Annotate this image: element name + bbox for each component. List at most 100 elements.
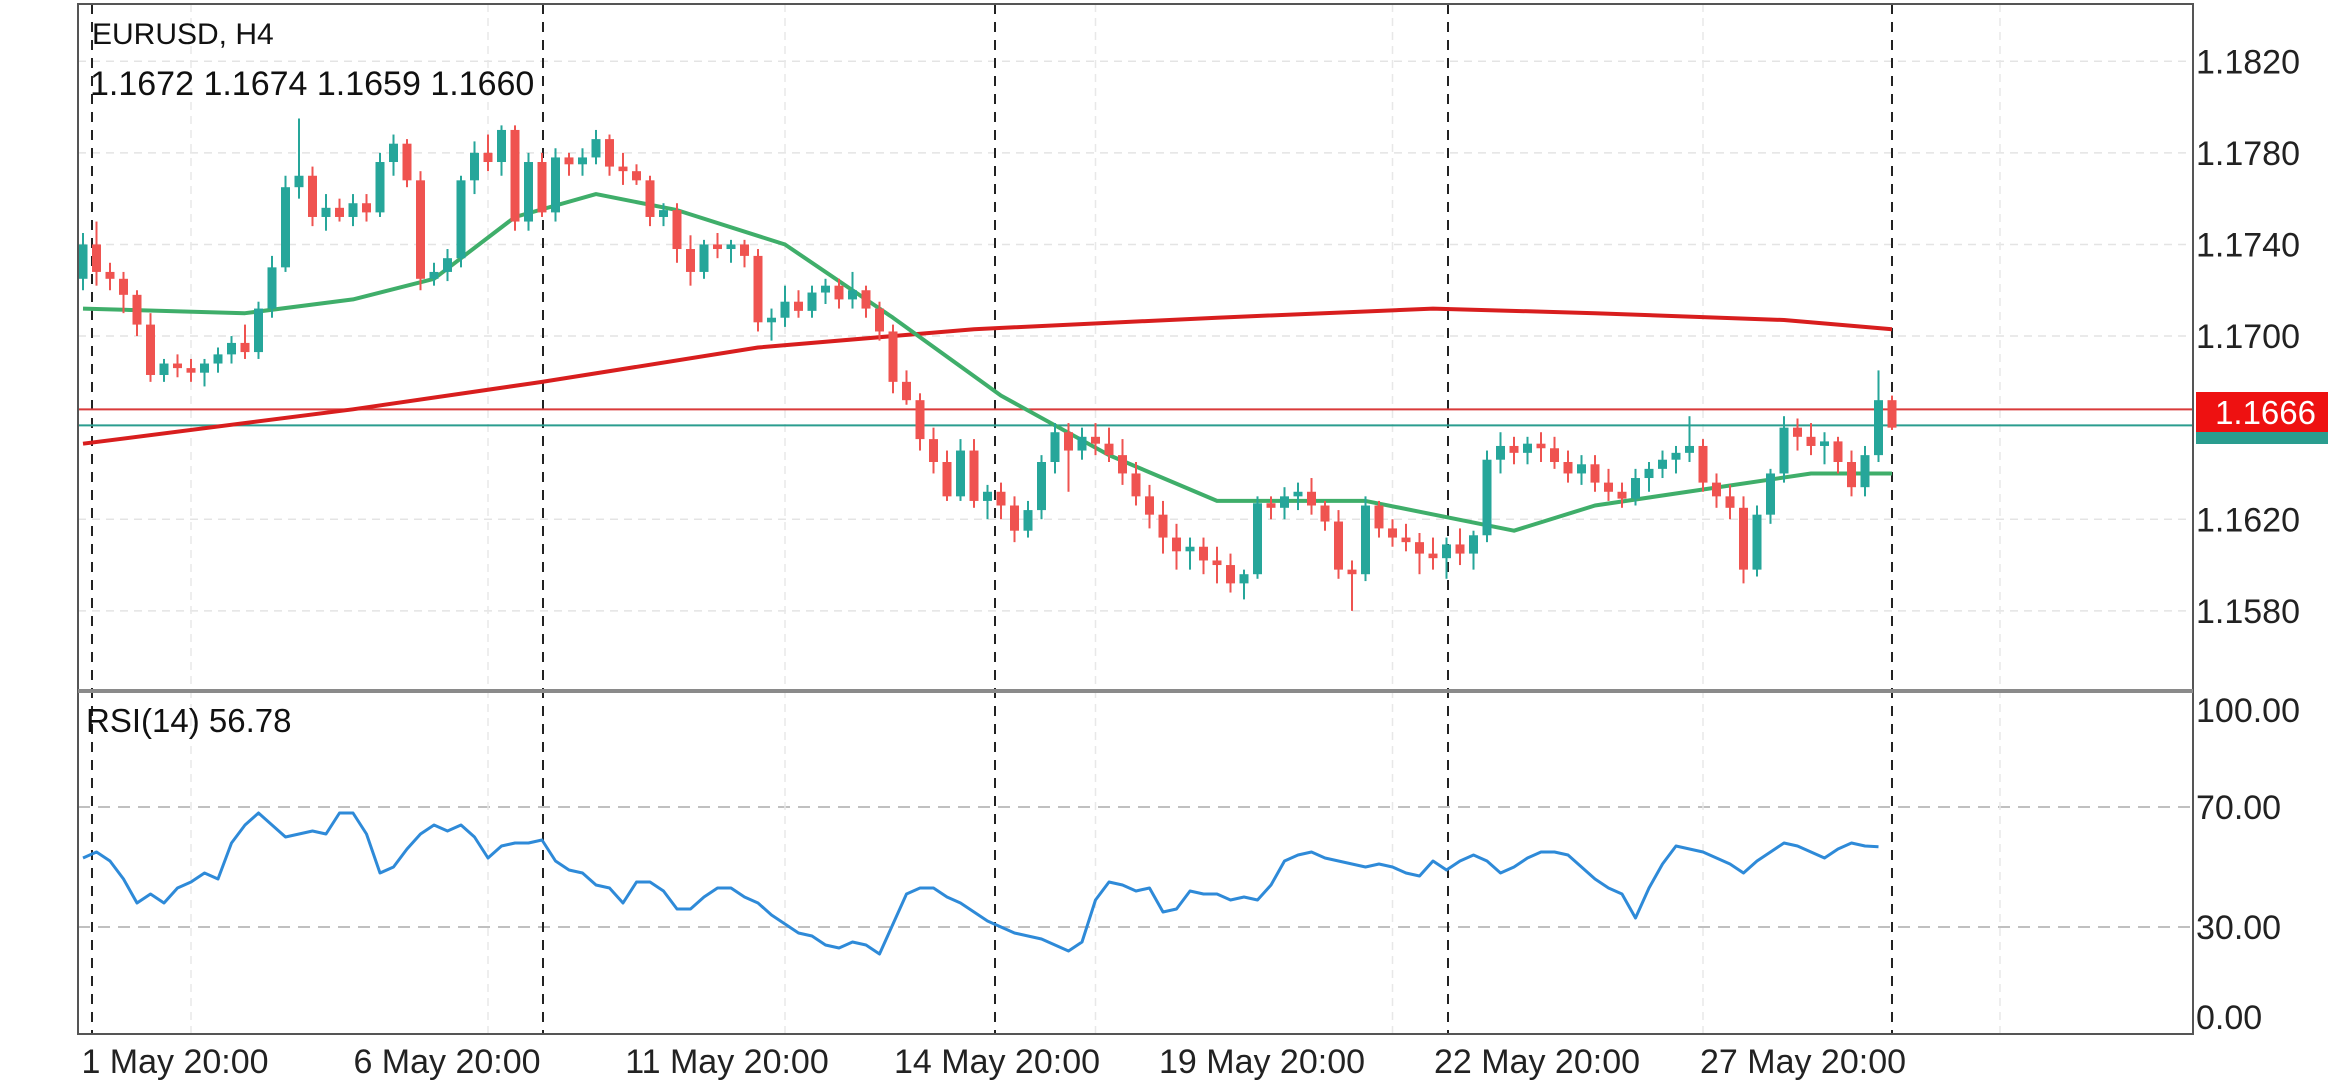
candle-body <box>335 207 344 217</box>
bearish-candle <box>1145 484 1154 529</box>
bearish-candle <box>362 194 371 222</box>
bearish-candle <box>1590 455 1600 492</box>
price-tick-label: 1.1780 <box>2196 135 2300 173</box>
bearish-candle <box>1347 560 1357 611</box>
bullish-candle <box>1820 432 1829 465</box>
price-tick-label: 1.1820 <box>2196 43 2300 81</box>
candle-body <box>1536 443 1546 449</box>
candle-body <box>699 244 709 272</box>
candle-body <box>1671 452 1681 460</box>
candle-body <box>1415 542 1424 554</box>
candle-body <box>227 342 236 355</box>
bullish-candle <box>1523 436 1532 465</box>
bullish-candle <box>281 175 290 272</box>
candle-body <box>1320 505 1330 522</box>
bullish-candle <box>389 134 398 176</box>
candle-body <box>686 249 695 272</box>
bearish-candle <box>146 313 155 382</box>
candle-body <box>483 152 493 163</box>
time-tick-label: 27 May 20:00 <box>1700 1043 1906 1080</box>
bearish-candle <box>686 235 695 286</box>
bullish-candle <box>348 194 358 227</box>
candle-body <box>1388 528 1397 538</box>
rsi-axis: 100.00 70.00 30.00 0.00 <box>2196 692 2300 1037</box>
bearish-candle <box>564 152 574 176</box>
time-tick-label: 1 May 20:00 <box>81 1043 268 1080</box>
bearish-candle <box>132 290 142 337</box>
bullish-candle <box>726 239 736 263</box>
bearish-candle <box>1131 462 1141 506</box>
rsi-tick-label: 100.00 <box>2196 692 2300 730</box>
bearish-candle <box>402 139 412 188</box>
time-axis: 1 May 20:00 6 May 20:00 11 May 20:00 14 May… <box>81 1043 1906 1080</box>
candle-body <box>848 290 857 300</box>
candle-body <box>1307 491 1316 506</box>
bullish-candle <box>1874 370 1883 462</box>
candle-body <box>578 157 587 165</box>
bearish-candle <box>915 393 925 451</box>
bearish-candle <box>1455 528 1465 566</box>
candle-body <box>362 203 371 213</box>
candle-body <box>1037 462 1046 511</box>
candle-body <box>1806 436 1816 446</box>
candle-body <box>348 203 358 217</box>
candle-body <box>1590 464 1600 483</box>
bearish-candle <box>875 301 884 341</box>
bearish-candle <box>1428 537 1438 570</box>
bearish-candle <box>537 152 547 217</box>
bullish-candle <box>1577 455 1586 485</box>
bearish-candle <box>1833 436 1843 474</box>
bearish-candle <box>1415 532 1424 575</box>
bearish-candle <box>1563 450 1573 483</box>
bearish-candle <box>173 354 182 378</box>
time-tick-label: 6 May 20:00 <box>353 1043 540 1080</box>
bearish-candle <box>1334 510 1343 579</box>
candle-body <box>956 450 965 497</box>
bullish-candle <box>807 285 817 318</box>
moving-averages <box>82 192 1893 533</box>
candle-body <box>1199 546 1208 561</box>
rsi-line <box>82 811 1879 956</box>
bearish-candle <box>1374 500 1384 538</box>
bullish-candle <box>470 141 479 195</box>
bullish-candle <box>1644 462 1654 492</box>
candle-body <box>1509 445 1519 453</box>
candle-body <box>983 491 992 501</box>
bearish-candle <box>1806 423 1816 456</box>
candle-body <box>1226 565 1235 584</box>
candle-body <box>672 210 682 250</box>
candle-body <box>92 244 101 272</box>
bullish-candle <box>848 271 857 309</box>
bearish-candle <box>1604 468 1613 501</box>
candle-body <box>564 157 574 165</box>
bullish-candle <box>294 118 304 199</box>
bearish-candle <box>1793 418 1802 451</box>
candle-body <box>1833 441 1843 462</box>
candle-body <box>443 258 452 272</box>
bearish-candle <box>1172 523 1181 570</box>
candle-body <box>1280 496 1289 508</box>
bullish-candle <box>983 484 992 520</box>
bearish-candle <box>1320 500 1330 531</box>
bullish-candle <box>200 358 209 387</box>
bearish-candle <box>1739 496 1748 584</box>
candle-body <box>1617 491 1627 499</box>
candlestick-series[interactable] <box>78 118 1897 611</box>
bearish-candle <box>1388 519 1397 547</box>
candle-body <box>632 171 641 181</box>
bearish-candle <box>1725 484 1735 520</box>
bullish-candle <box>78 233 88 291</box>
candle-body <box>740 244 749 256</box>
candle-body <box>753 255 763 323</box>
candle-body <box>1347 569 1357 575</box>
bullish-candle <box>956 439 965 501</box>
bullish-candle <box>699 239 709 279</box>
rsi-tick-label: 30.00 <box>2196 909 2281 947</box>
candle-body <box>780 301 790 318</box>
price-tick-label: 1.1700 <box>2196 318 2300 356</box>
bullish-candle <box>1361 496 1370 582</box>
bullish-candle <box>159 358 169 382</box>
candle-body <box>1685 445 1694 453</box>
bearish-candle <box>1118 439 1127 485</box>
